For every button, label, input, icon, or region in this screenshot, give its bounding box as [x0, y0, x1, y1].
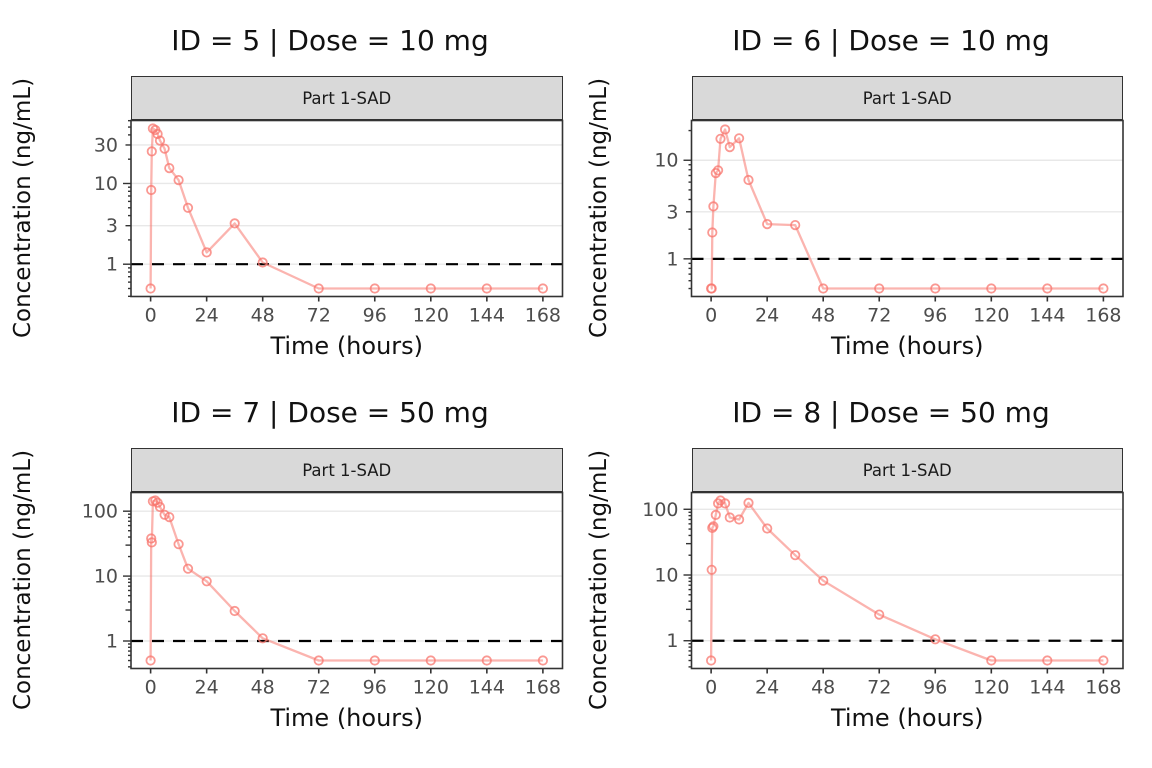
facet-strip: Part 1-SAD: [131, 76, 563, 120]
svg-text:24: 24: [195, 305, 219, 327]
quadrant-id8: ID = 8 | Dose = 50 mg Concentration (ng/…: [576, 372, 1152, 768]
quadrant-id6: ID = 6 | Dose = 10 mg Concentration (ng/…: [576, 0, 1152, 372]
page-title-id5: ID = 5 | Dose = 10 mg: [171, 24, 489, 57]
svg-text:168: 168: [1085, 677, 1121, 699]
svg-text:10: 10: [654, 565, 678, 587]
x-axis-title: Time (hours): [830, 704, 984, 732]
x-axis-title: Time (hours): [270, 704, 424, 732]
svg-text:168: 168: [1085, 305, 1121, 327]
svg-text:144: 144: [1029, 305, 1065, 327]
plot-area-id6: 0 24 48 72 96 120 144 168 10 3 1: [654, 119, 1124, 327]
svg-text:30: 30: [94, 134, 118, 156]
svg-text:0: 0: [145, 305, 157, 327]
svg-text:100: 100: [82, 501, 118, 523]
page-title-id6: ID = 6 | Dose = 10 mg: [732, 24, 1050, 57]
page-title-id7: ID = 7 | Dose = 50 mg: [171, 396, 489, 429]
svg-text:168: 168: [525, 305, 561, 327]
svg-text:48: 48: [811, 677, 835, 699]
svg-text:120: 120: [973, 305, 1009, 327]
svg-text:3: 3: [666, 201, 678, 223]
svg-text:48: 48: [251, 677, 275, 699]
svg-text:144: 144: [1029, 677, 1065, 699]
svg-text:120: 120: [973, 677, 1009, 699]
facet-strip: Part 1-SAD: [691, 76, 1123, 120]
svg-text:48: 48: [811, 305, 835, 327]
svg-text:72: 72: [307, 305, 331, 327]
svg-text:0: 0: [145, 677, 157, 699]
svg-text:96: 96: [363, 305, 387, 327]
svg-text:120: 120: [413, 677, 449, 699]
svg-text:72: 72: [867, 305, 891, 327]
x-axis-title: Time (hours): [270, 332, 424, 360]
svg-text:144: 144: [469, 677, 505, 699]
facet-strip: Part 1-SAD: [691, 448, 1123, 492]
facet-strip: Part 1-SAD: [131, 448, 563, 492]
facet-strip-label: Part 1-SAD: [302, 460, 392, 480]
svg-text:48: 48: [251, 305, 275, 327]
x-axis-title: Time (hours): [830, 332, 984, 360]
svg-text:144: 144: [469, 305, 505, 327]
plot-area-id8: 0 24 48 72 96 120 144 168 100 10 1: [642, 491, 1124, 699]
svg-text:1: 1: [666, 630, 678, 652]
svg-text:96: 96: [923, 677, 947, 699]
svg-text:100: 100: [642, 499, 678, 521]
svg-text:120: 120: [413, 305, 449, 327]
quadrant-id7: ID = 7 | Dose = 50 mg Concentration (ng/…: [0, 372, 576, 768]
svg-text:1: 1: [106, 631, 118, 653]
svg-text:1: 1: [106, 254, 118, 276]
svg-text:10: 10: [94, 173, 118, 195]
page-title-id8: ID = 8 | Dose = 50 mg: [732, 396, 1050, 429]
svg-text:24: 24: [755, 677, 779, 699]
facet-strip-label: Part 1-SAD: [862, 88, 952, 108]
quadrant-id5: ID = 5 | Dose = 10 mg Concentration (ng/…: [0, 0, 576, 372]
svg-text:1: 1: [666, 248, 678, 270]
svg-text:96: 96: [923, 305, 947, 327]
svg-text:168: 168: [525, 677, 561, 699]
facet-strip-label: Part 1-SAD: [302, 88, 392, 108]
plot-area-id7: 0 24 48 72 96 120 144 168 100 10 1: [82, 491, 564, 699]
svg-text:96: 96: [363, 677, 387, 699]
svg-text:72: 72: [867, 677, 891, 699]
svg-text:0: 0: [705, 305, 717, 327]
svg-text:10: 10: [654, 150, 678, 172]
svg-text:0: 0: [705, 677, 717, 699]
svg-text:24: 24: [755, 305, 779, 327]
plot-area-id5: 0 24 48 72 96 120 144 168 30 10 3 1: [94, 119, 564, 327]
svg-text:3: 3: [106, 215, 118, 237]
facet-strip-label: Part 1-SAD: [862, 460, 952, 480]
svg-text:10: 10: [94, 566, 118, 588]
svg-text:72: 72: [307, 677, 331, 699]
svg-text:24: 24: [195, 677, 219, 699]
